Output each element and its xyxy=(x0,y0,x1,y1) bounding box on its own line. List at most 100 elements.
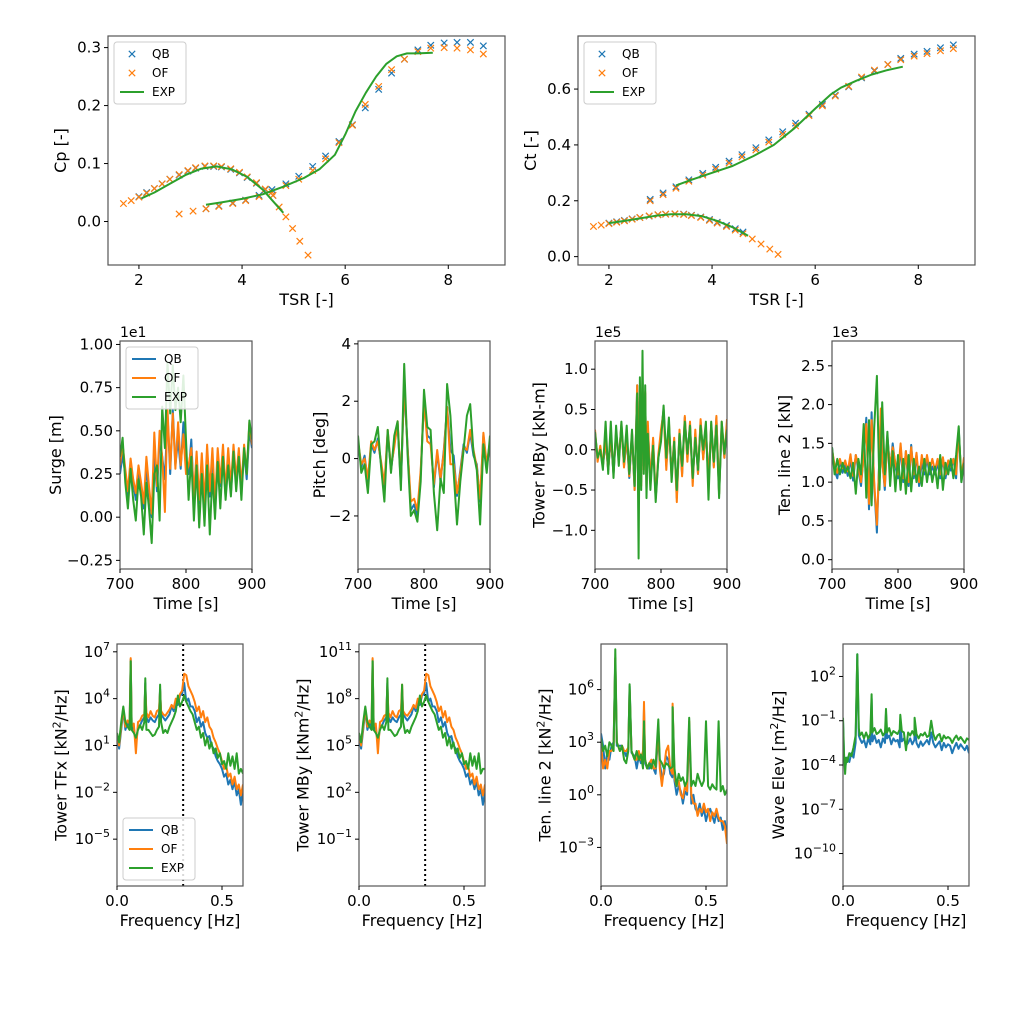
plot-area xyxy=(589,41,957,259)
plot-area xyxy=(843,653,969,775)
series-of-markers xyxy=(589,210,782,259)
series-exp-line xyxy=(359,660,485,775)
label-superscript: 2 xyxy=(768,723,781,730)
x-tick-label: 6 xyxy=(810,271,820,289)
data-point-marker xyxy=(765,138,773,146)
data-point-marker xyxy=(752,144,760,152)
y-tick-label: 1.0 xyxy=(801,473,825,491)
series-of-line xyxy=(120,409,252,515)
cp-vs-tsr-plot: 2 4 6 8 0.0 0.1 0.2 0.3 TSR [-] Cp [-] QB OF EXP xyxy=(51,35,506,309)
data-point-marker xyxy=(897,56,905,64)
tick-exponent: −4 xyxy=(820,753,836,766)
tick-base: 10 xyxy=(319,643,338,661)
legend: QB OF EXP xyxy=(583,41,657,105)
x-tick-label: 700 xyxy=(106,575,135,593)
y-tick-label: 0.3 xyxy=(77,39,101,57)
y-tick-label: 0.6 xyxy=(547,80,571,98)
legend-entry-of: OF xyxy=(161,842,177,856)
data-point-marker xyxy=(427,44,435,52)
x-tick-label: 700 xyxy=(581,575,610,593)
y-axis-label: Ct [-] xyxy=(521,130,540,171)
y-tick-label: 0.50 xyxy=(80,422,113,440)
legend-entry-exp: EXP xyxy=(152,85,175,99)
legend-box xyxy=(125,346,199,410)
y-axis-label: Surge [m] xyxy=(46,415,65,495)
x-tick-label: 800 xyxy=(647,575,676,593)
tick-exponent: −5 xyxy=(94,827,110,840)
data-point-marker xyxy=(646,195,654,203)
tick-exponent: 11 xyxy=(338,640,352,653)
y-tick-label: 0.0 xyxy=(547,248,571,266)
y-axis-label: Tower MBy [kN-m] xyxy=(530,382,549,529)
y-tick-label: 0.1 xyxy=(77,155,101,173)
plot-area xyxy=(595,349,727,560)
data-point-marker xyxy=(440,43,448,52)
tick-exponent: 2 xyxy=(829,664,836,677)
y-tick-label: 10−4 xyxy=(801,753,836,774)
tick-base: 10 xyxy=(317,830,336,848)
tick-exponent: 5 xyxy=(345,733,352,746)
plot-area xyxy=(358,362,490,532)
tick-base: 10 xyxy=(810,667,829,685)
y-tick-label: 104 xyxy=(84,687,110,708)
tick-exponent: −1 xyxy=(336,827,352,840)
series-qb-line xyxy=(359,658,485,806)
tick-base: 10 xyxy=(326,690,345,708)
label-part: Wave Elev [m xyxy=(769,730,788,840)
y-tick-label: 10−5 xyxy=(75,827,110,848)
x-tick-label: 0.0 xyxy=(347,892,371,910)
label-superscript: 2 xyxy=(51,721,64,728)
series-exp-line xyxy=(120,360,252,545)
axis-offset-label: 1e1 xyxy=(120,325,146,341)
data-point-marker xyxy=(659,190,667,199)
y-tick-label: 0.0 xyxy=(77,213,101,231)
legend-box xyxy=(122,817,196,881)
tick-exponent: 4 xyxy=(103,687,110,700)
axes-frame xyxy=(358,643,486,887)
y-tick-label: 4 xyxy=(341,335,351,353)
data-point-marker xyxy=(766,245,774,253)
data-point-marker xyxy=(189,207,197,215)
y-tick-label: 10−7 xyxy=(801,797,836,818)
x-tick-label: 0.5 xyxy=(210,892,234,910)
x-tick-label: 0.0 xyxy=(105,892,129,910)
data-point-marker xyxy=(361,104,369,112)
data-point-marker xyxy=(884,60,892,69)
x-tick-label: 0.0 xyxy=(589,892,613,910)
data-point-marker xyxy=(725,159,733,167)
data-point-marker xyxy=(202,205,210,213)
data-point-marker xyxy=(757,240,765,248)
data-point-marker xyxy=(127,197,135,205)
axes-frame xyxy=(357,340,491,570)
tick-base: 10 xyxy=(568,681,587,699)
y-tick-label: 0.00 xyxy=(80,508,113,526)
data-point-marker xyxy=(304,251,312,259)
x-tick-label: 4 xyxy=(707,271,717,289)
tick-base: 10 xyxy=(559,838,578,856)
data-point-marker xyxy=(672,184,680,192)
x-tick-label: 800 xyxy=(410,575,439,593)
data-point-marker xyxy=(128,50,136,58)
legend-entry-exp: EXP xyxy=(622,85,645,99)
data-point-marker xyxy=(282,213,290,221)
data-point-marker xyxy=(923,49,931,58)
data-point-marker xyxy=(166,175,174,183)
label-part: /Hz] xyxy=(536,689,555,721)
y-tick-label: −1.0 xyxy=(552,521,588,539)
plot-area xyxy=(119,38,487,259)
y-tick-label: 1011 xyxy=(319,640,352,661)
y-tick-label: 0.0 xyxy=(801,551,825,569)
x-axis-label: Time [s] xyxy=(627,594,693,613)
data-point-marker xyxy=(135,193,143,201)
legend-box xyxy=(583,41,657,105)
y-tick-label: 0 xyxy=(341,450,351,468)
data-point-marker xyxy=(923,47,931,55)
data-point-marker xyxy=(387,69,396,77)
data-point-marker xyxy=(712,163,720,171)
y-tick-label: 10−3 xyxy=(559,835,594,856)
tick-base: 10 xyxy=(84,643,103,661)
x-axis-label: TSR [-] xyxy=(748,290,803,309)
y-tick-label: 0.4 xyxy=(547,136,571,154)
x-tick-label: 0.5 xyxy=(694,892,718,910)
